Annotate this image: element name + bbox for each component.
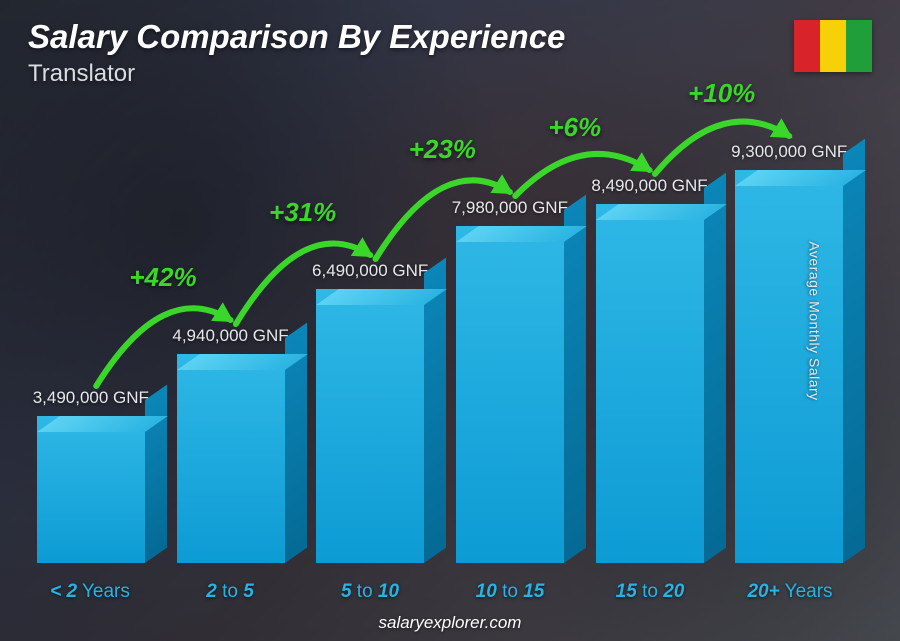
bar [316, 289, 424, 563]
bar [456, 226, 564, 563]
category-label: 5 to 10 [300, 581, 440, 603]
country-flag [794, 20, 872, 72]
category-axis: < 2 Years2 to 55 to 1010 to 1515 to 2020… [20, 581, 860, 603]
bar-slot: 8,490,000 GNF [583, 110, 717, 563]
footer-attribution: salaryexplorer.com [0, 613, 900, 633]
bar [596, 204, 704, 563]
bar-value-label: 6,490,000 GNF [312, 261, 428, 281]
flag-stripe-2 [820, 20, 846, 72]
bar-value-label: 7,980,000 GNF [452, 198, 568, 218]
category-label: 15 to 20 [580, 581, 720, 603]
bar-slot: 9,300,000 GNF [722, 110, 856, 563]
bar-slot: 3,490,000 GNF [24, 110, 158, 563]
percent-increase-label: +10% [688, 78, 755, 109]
percent-increase-label: +6% [548, 112, 601, 143]
percent-increase-label: +23% [409, 134, 476, 165]
y-axis-label: Average Monthly Salary [806, 241, 822, 400]
bar [37, 416, 145, 563]
category-label: 20+ Years [720, 581, 860, 603]
percent-increase-label: +42% [129, 262, 196, 293]
bar-slot: 4,940,000 GNF [164, 110, 298, 563]
flag-stripe-1 [794, 20, 820, 72]
chart-area: 3,490,000 GNF 4,940,000 GNF 6,490,000 GNF 7… [20, 110, 860, 563]
bar-value-label: 3,490,000 GNF [33, 388, 149, 408]
bar-value-label: 8,490,000 GNF [591, 176, 707, 196]
bar [177, 354, 285, 563]
category-label: < 2 Years [20, 581, 160, 603]
bars-container: 3,490,000 GNF 4,940,000 GNF 6,490,000 GNF 7… [20, 110, 860, 563]
bar-value-label: 4,940,000 GNF [172, 326, 288, 346]
bar [735, 170, 843, 563]
category-label: 2 to 5 [160, 581, 300, 603]
chart-subtitle: Translator [28, 60, 135, 88]
bar-slot: 6,490,000 GNF [303, 110, 437, 563]
bar-value-label: 9,300,000 GNF [731, 142, 847, 162]
category-label: 10 to 15 [440, 581, 580, 603]
flag-stripe-3 [846, 20, 872, 72]
bar-slot: 7,980,000 GNF [443, 110, 577, 563]
chart-title: Salary Comparison By Experience [28, 18, 565, 56]
percent-increase-label: +31% [269, 197, 336, 228]
